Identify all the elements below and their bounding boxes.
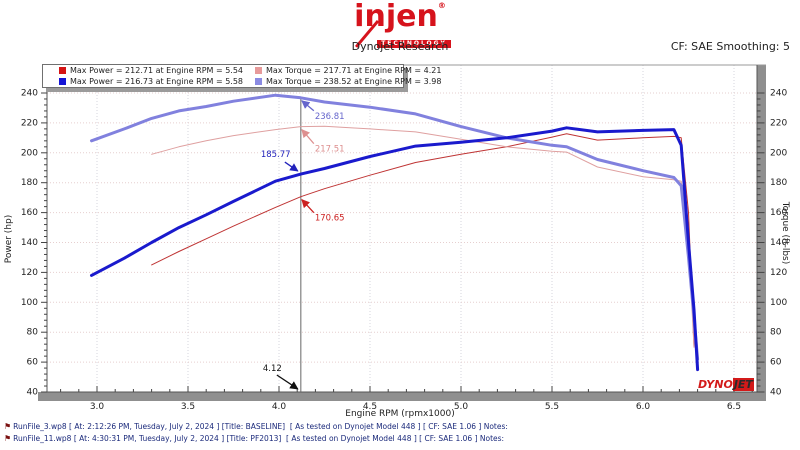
logo-wordmark: injen (354, 0, 438, 34)
y-tick-label-left: 220 (21, 118, 38, 128)
legend-item-pf2013-torque: Max Torque = 238.52 at Engine RPM = 3.98 (255, 77, 441, 86)
annotation-label: 236.81 (315, 112, 345, 122)
y-tick-label-right: 120 (770, 268, 787, 278)
curve-pf2013-power-hp[interactable] (90, 126, 700, 372)
x-tick-label: 5.5 (545, 402, 559, 412)
y-axis-title-torque: Torque (ft-lbs) (780, 201, 790, 265)
smoothing-setting[interactable]: CF: SAE Smoothing: 5 (670, 40, 790, 53)
run-file-text: RunFile_3.wp8 [ At: 2:12:26 PM, Tuesday,… (13, 422, 508, 431)
run-flag-icon: ⚑ (4, 434, 12, 443)
run-file-line[interactable]: ⚑ RunFile_11.wp8 [ At: 4:30:31 PM, Tuesda… (4, 433, 796, 445)
y-tick-label-left: 200 (21, 148, 38, 158)
annotation-arrow (276, 374, 299, 390)
x-tick-label: 5.0 (454, 402, 469, 412)
frame-bar-bottom (38, 392, 766, 401)
legend-swatch-blue (59, 78, 66, 85)
annotation-arrow (284, 161, 299, 172)
y-tick-label-left: 240 (21, 89, 38, 99)
x-tick-label: 4.0 (272, 402, 287, 412)
legend-swatch-pink (255, 67, 262, 74)
dynojet-logo: DYNOJET (698, 378, 754, 391)
legend-label: Max Power = 212.71 at Engine RPM = 5.54 (70, 66, 244, 75)
injen-logo: injen® TECHNOLOGY (0, 2, 800, 49)
run-file-line[interactable]: ⚑ RunFile_3.wp8 [ At: 2:12:26 PM, Tuesday… (4, 421, 796, 433)
y-tick-label-right: 40 (770, 388, 782, 398)
dynojet-logo-jet: JET (732, 378, 754, 391)
legend-label: Max Torque = 238.52 at Engine RPM = 3.98 (266, 77, 442, 86)
x-axis-title: Engine RPM (rpmx1000) (345, 409, 455, 419)
y-tick-label-left: 140 (21, 238, 38, 248)
y-tick-label-left: 60 (27, 358, 39, 368)
legend-item-baseline-torque: Max Torque = 217.71 at Engine RPM = 4.21 (255, 66, 441, 75)
y-tick-label-right: 100 (770, 298, 787, 308)
y-tick-label-right: 200 (770, 148, 787, 158)
annotation-label: 170.65 (315, 214, 345, 224)
y-tick-label-right: 60 (770, 358, 782, 368)
curve-baseline-power-hp[interactable] (151, 133, 695, 348)
x-tick-label: 6.5 (727, 402, 741, 412)
y-tick-label-right: 180 (770, 178, 787, 188)
y-tick-label-left: 40 (27, 388, 39, 398)
y-tick-label-right: 220 (770, 118, 787, 128)
legend-swatch-lightblue (255, 78, 262, 85)
annotation-arrow (301, 199, 315, 214)
annotation-label: 185.77 (261, 150, 291, 160)
dynojet-logo-dyno: DYNO (698, 378, 733, 391)
y-tick-label-right: 80 (770, 328, 782, 338)
y-tick-label-right: 160 (770, 208, 787, 218)
x-tick-label: 6.0 (636, 402, 651, 412)
annotation-label: 4.12 (263, 364, 282, 374)
legend-swatch-red (59, 67, 66, 74)
y-tick-label-left: 80 (27, 328, 39, 338)
annotation-label: 217.51 (315, 145, 345, 155)
run-info-footer: ⚑ RunFile_3.wp8 [ At: 2:12:26 PM, Tuesday… (4, 421, 796, 445)
registered-mark-icon: ® (437, 1, 446, 10)
y-tick-label-right: 240 (770, 89, 787, 99)
x-tick-label: 3.5 (181, 402, 195, 412)
legend-label: Max Power = 216.73 at Engine RPM = 5.58 (70, 77, 244, 86)
legend-item-pf2013-power: Max Power = 216.73 at Engine RPM = 5.58 (59, 77, 255, 86)
y-tick-label-left: 180 (21, 178, 38, 188)
annotation-arrow (301, 100, 315, 112)
frame-bar-right (757, 65, 766, 401)
y-tick-label-right: 140 (770, 238, 787, 248)
y-tick-label-left: 100 (21, 298, 38, 308)
x-tick-label: 4.5 (363, 402, 377, 412)
run-file-text: RunFile_11.wp8 [ At: 4:30:31 PM, Tuesday… (13, 434, 505, 443)
y-tick-label-left: 120 (21, 268, 38, 278)
curve-pf2013-torque-ftlbs[interactable] (90, 93, 700, 361)
x-tick-label: 3.0 (90, 402, 105, 412)
curve-baseline-torque-ftlbs[interactable] (151, 125, 695, 348)
logo-banner: TECHNOLOGY (377, 40, 451, 48)
legend-label: Max Torque = 217.71 at Engine RPM = 4.21 (266, 66, 442, 75)
y-tick-label-left: 160 (21, 208, 38, 218)
legend-item-baseline-power: Max Power = 212.71 at Engine RPM = 5.54 (59, 66, 255, 75)
run-flag-icon: ⚑ (4, 422, 12, 431)
annotation-arrow (301, 128, 315, 145)
page-title: Dynojet Research (351, 40, 449, 53)
y-axis-title-power: Power (hp) (4, 214, 14, 264)
chart-legend: Max Power = 212.71 at Engine RPM = 5.54 … (42, 64, 441, 88)
